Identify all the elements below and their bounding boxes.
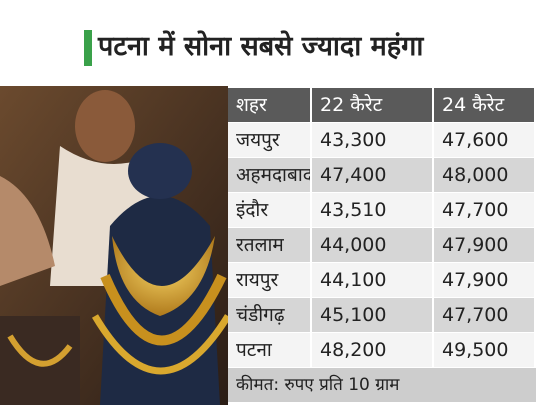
price-cell: 45,100	[312, 298, 432, 332]
city-cell: रतलाम	[228, 228, 310, 262]
column-header: शहर	[228, 88, 310, 122]
city-cell: जयपुर	[228, 123, 310, 157]
table-row: पटना 48,200 49,500	[228, 333, 536, 367]
city-cell: पटना	[228, 333, 310, 367]
price-cell: 48,000	[434, 158, 534, 192]
column-header: 24 कैरेट	[434, 88, 534, 122]
table-footer: कीमत: रुपए प्रति 10 ग्राम	[228, 368, 536, 402]
table-row: अहमदाबाद 47,400 48,000	[228, 158, 536, 192]
table-row: जयपुर 43,300 47,600	[228, 123, 536, 157]
table-row: रतलाम 44,000 47,900	[228, 228, 536, 262]
price-table: शहर 22 कैरेट 24 कैरेट जयपुर 43,300 47,600 अहमद…	[228, 88, 536, 402]
price-cell: 43,510	[312, 193, 432, 227]
header-row: शहर 22 कैरेट 24 कैरेट	[228, 88, 536, 122]
city-cell: इंदौर	[228, 193, 310, 227]
price-cell: 47,400	[312, 158, 432, 192]
price-cell: 47,900	[434, 263, 534, 297]
price-cell: 47,600	[434, 123, 534, 157]
price-cell: 47,700	[434, 298, 534, 332]
city-cell: चंडीगढ़	[228, 298, 310, 332]
price-cell: 44,000	[312, 228, 432, 262]
jewellery-photo	[0, 86, 228, 405]
price-cell: 49,500	[434, 333, 534, 367]
price-cell: 44,100	[312, 263, 432, 297]
table-row: चंडीगढ़ 45,100 47,700	[228, 298, 536, 332]
price-cell: 48,200	[312, 333, 432, 367]
title: पटना में सोना सबसे ज्यादा महंगा	[98, 31, 424, 62]
title-accent	[84, 30, 92, 66]
price-cell: 47,900	[434, 228, 534, 262]
city-cell: रायपुर	[228, 263, 310, 297]
city-cell: अहमदाबाद	[228, 158, 310, 192]
table-row: इंदौर 43,510 47,700	[228, 193, 536, 227]
column-header: 22 कैरेट	[312, 88, 432, 122]
price-cell: 43,300	[312, 123, 432, 157]
price-cell: 47,700	[434, 193, 534, 227]
table-row: रायपुर 44,100 47,900	[228, 263, 536, 297]
